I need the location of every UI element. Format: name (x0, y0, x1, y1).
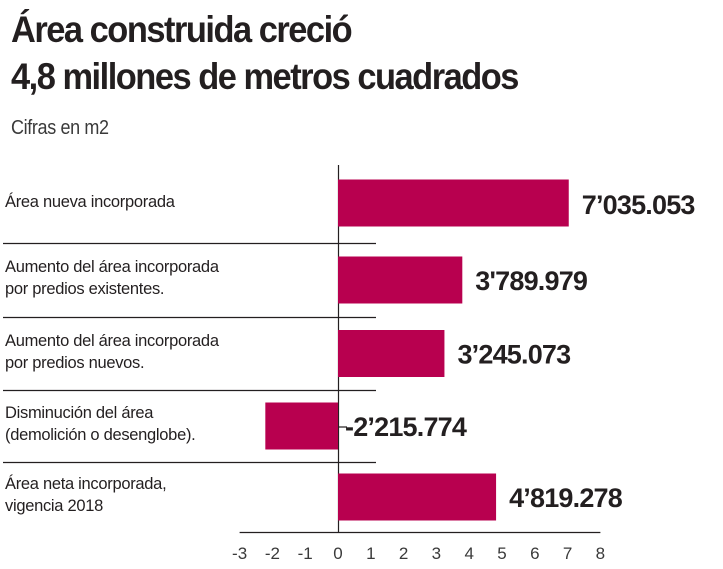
title-line-1: Área construida creció (11, 9, 353, 50)
value-label: 3'789.979 (475, 266, 588, 296)
bar (338, 473, 497, 521)
chart-title: Área construida creció 4,8 millones de m… (11, 6, 519, 100)
bar (338, 179, 569, 227)
x-tick-label: 4 (464, 544, 473, 563)
bar (265, 402, 338, 450)
category-label: Área nueva incorporada (5, 191, 175, 213)
x-tick-label: 7 (563, 544, 572, 563)
chart-subtitle: Cifras en m2 (11, 117, 109, 139)
bar (338, 330, 445, 377)
category-label-line: Disminución del área (5, 403, 154, 422)
category-label-line: Área neta incorporada, (5, 474, 167, 493)
category-label: Área neta incorporada, vigencia 2018 (5, 473, 167, 517)
x-tick-label: 1 (366, 544, 375, 563)
x-tick-label: 0 (333, 544, 342, 563)
title-line-2: 4,8 millones de metros cuadrados (11, 56, 519, 97)
category-label-line: por predios existentes. (5, 279, 165, 298)
value-label: 4’819.278 (509, 483, 623, 513)
x-tick-label: 6 (530, 544, 539, 563)
x-tick-label: -3 (232, 544, 247, 563)
x-tick-label: -1 (298, 544, 313, 563)
x-tick-label: 3 (432, 544, 441, 563)
category-label-line: por predios nuevos. (5, 352, 145, 372)
category-label-line: Área nueva incorporada (5, 192, 175, 211)
category-label-line: vigencia 2018 (5, 496, 103, 515)
category-label: Aumento del área incorporada por predios … (5, 256, 219, 300)
x-tick-label: -2 (265, 544, 280, 563)
value-label: 7’035.053 (582, 190, 696, 220)
x-tick-label: 2 (399, 544, 408, 563)
category-label-line: (demolición o desenglobe). (5, 425, 196, 444)
value-label: -2’215.774 (345, 412, 467, 442)
x-tick-label: 8 (596, 544, 605, 563)
category-label: Disminución del área (demolición o deseng… (5, 402, 196, 446)
category-label-line: Aumento del área incorporada (5, 257, 219, 276)
bar (338, 256, 463, 304)
category-label-line: Aumento del área incorporada (5, 330, 219, 350)
category-label: Aumento del área incorporada por predios … (5, 330, 219, 374)
value-label: 3’245.073 (457, 340, 571, 370)
x-tick-label: 5 (497, 544, 506, 563)
